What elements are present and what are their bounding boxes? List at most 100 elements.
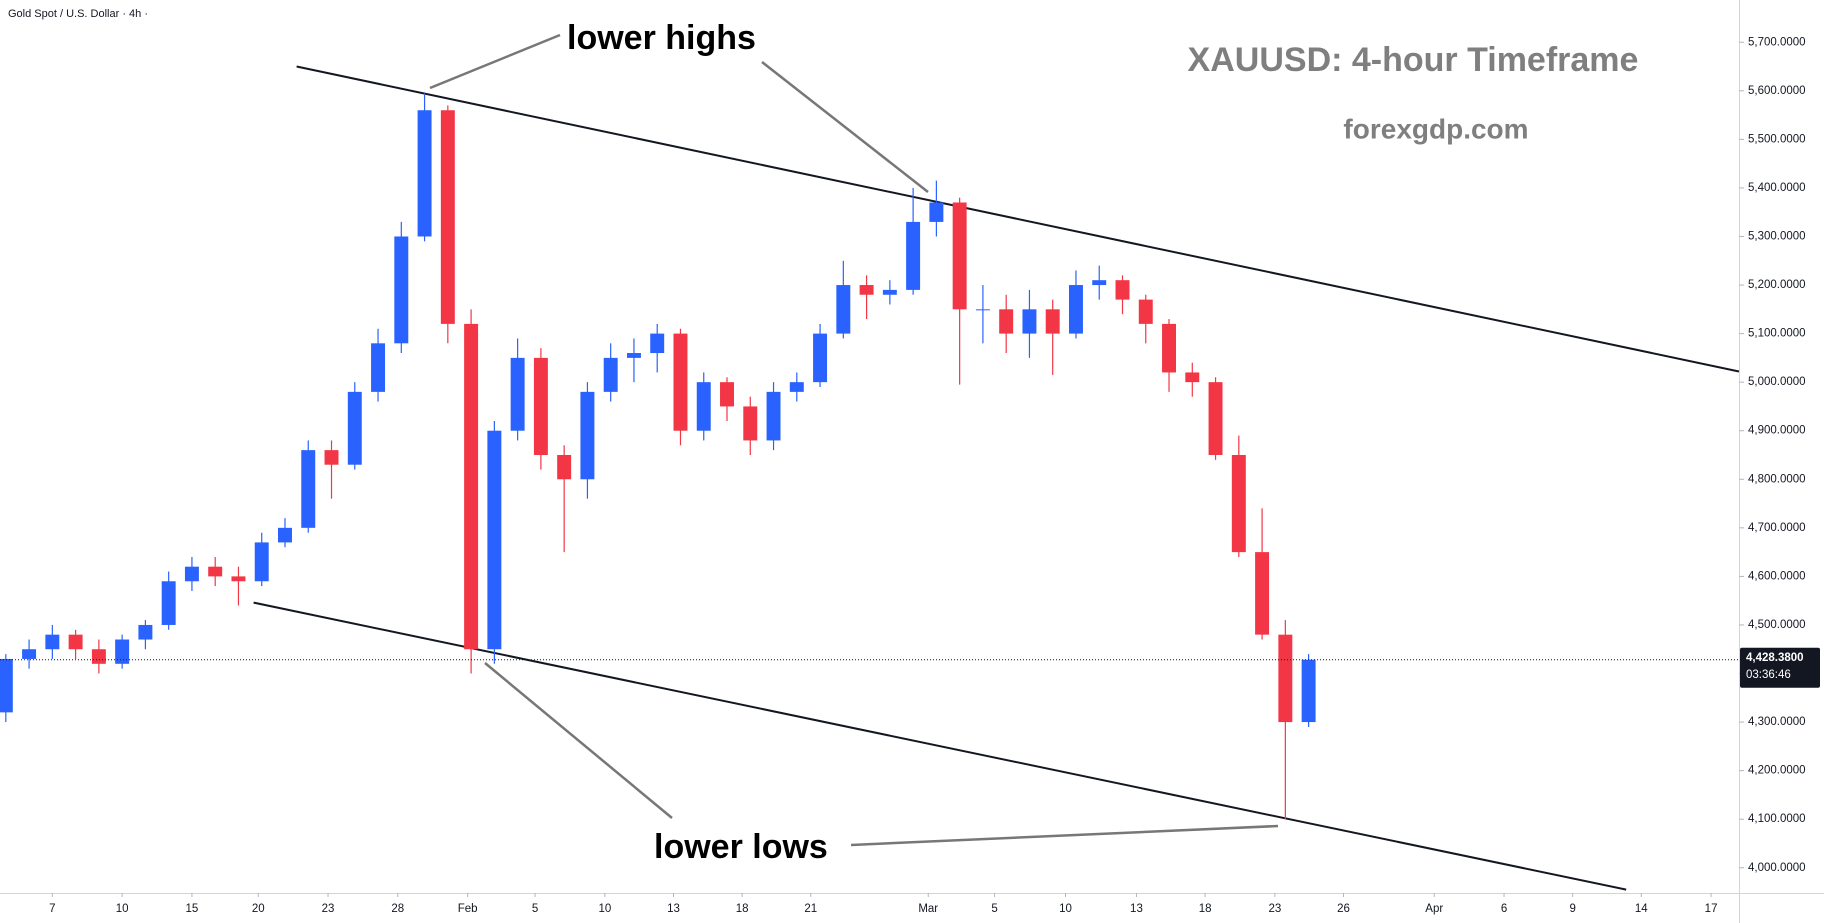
candle-body (743, 406, 758, 441)
y-tick-label: 4,600.0000 (1748, 570, 1806, 582)
x-tick-label: 5 (991, 903, 997, 915)
y-tick-label: 4,700.0000 (1748, 522, 1806, 534)
candle-body (115, 639, 130, 664)
connector (761, 61, 929, 193)
trendline (296, 65, 1740, 373)
connector (429, 33, 561, 90)
candle-body (999, 309, 1014, 334)
x-tick-label: 20 (252, 903, 265, 915)
candle-body (766, 391, 781, 441)
x-tick-label: 6 (1501, 903, 1507, 915)
x-tick-label: 14 (1635, 903, 1648, 915)
candle-body (696, 382, 711, 431)
x-tick-label: 18 (736, 903, 749, 915)
candle-body (161, 581, 176, 625)
candle-body (650, 333, 665, 354)
last-price-box (1740, 647, 1820, 688)
candle-body (1115, 280, 1130, 300)
countdown-label: 03:36:46 (1746, 669, 1791, 681)
candle-body (1138, 299, 1153, 324)
candle-body (184, 566, 199, 582)
candle-body (1208, 382, 1223, 455)
y-tick-label: 5,000.0000 (1748, 376, 1806, 388)
candle-body (487, 430, 502, 650)
candle-body (929, 202, 944, 222)
candle-body (347, 391, 362, 465)
x-tick-label: 26 (1337, 903, 1350, 915)
candle-body (91, 649, 106, 664)
y-tick-label: 4,000.0000 (1748, 862, 1806, 874)
candle-body (952, 202, 967, 310)
candle-body (859, 285, 874, 295)
candle-body (789, 382, 804, 392)
candle-body (464, 323, 479, 650)
candle-body (394, 236, 409, 344)
candle-body (1255, 552, 1270, 635)
y-tick-label: 5,100.0000 (1748, 328, 1806, 340)
trendline (253, 601, 1627, 891)
candle-body (22, 649, 37, 659)
y-tick-label: 5,700.0000 (1748, 36, 1806, 48)
chart-title: XAUUSD: 4-hour Timeframe (1188, 41, 1639, 79)
x-tick-label: 7 (49, 903, 55, 915)
candle-body (208, 566, 223, 577)
x-tick-label: Feb (458, 903, 478, 915)
x-tick-label: 13 (667, 903, 680, 915)
connector (484, 662, 673, 819)
x-tick-label: 13 (1130, 903, 1143, 915)
candle-body (1301, 659, 1316, 723)
y-tick-label: 5,600.0000 (1748, 85, 1806, 97)
y-tick-label: 4,100.0000 (1748, 813, 1806, 825)
candle-body (533, 357, 548, 455)
x-tick-label: 10 (1059, 903, 1072, 915)
x-tick-label: Mar (918, 903, 938, 915)
y-tick-label: 5,500.0000 (1748, 133, 1806, 145)
candle-body (975, 309, 990, 311)
candle-body (324, 450, 339, 465)
candle-body (0, 658, 13, 713)
candle-body (836, 285, 851, 334)
annotation: lower lows (654, 828, 828, 866)
y-tick-label: 5,200.0000 (1748, 279, 1806, 291)
y-tick-label: 4,200.0000 (1748, 765, 1806, 777)
candle-body (557, 454, 572, 480)
y-tick-label: 4,500.0000 (1748, 619, 1806, 631)
candle-body (882, 289, 897, 295)
candle-body (301, 450, 316, 528)
x-tick-label: 28 (391, 903, 404, 915)
candle-body (626, 353, 641, 358)
candle-body (1092, 280, 1107, 286)
annotation-connectors (429, 33, 1279, 847)
x-tick-label: 18 (1199, 903, 1212, 915)
last-price-label: 4,428.3800 (1746, 652, 1804, 664)
candle-body (1068, 285, 1083, 334)
x-tick-label: 15 (186, 903, 199, 915)
x-tick-label: 9 (1569, 903, 1575, 915)
candle-body (1231, 454, 1246, 553)
connector (850, 824, 1279, 847)
y-tick-label: 4,800.0000 (1748, 473, 1806, 485)
chart-subtitle: forexgdp.com (1343, 113, 1528, 144)
candle-body (278, 527, 292, 543)
annotation: lower highs (567, 19, 756, 57)
candle-body (1162, 323, 1177, 373)
x-tick-label: Apr (1425, 903, 1443, 915)
candle-body (510, 357, 525, 431)
x-tick-label: 17 (1705, 903, 1718, 915)
candle-body (371, 343, 386, 392)
candle-body (254, 542, 269, 582)
candle-body (673, 333, 688, 431)
y-tick-label: 5,300.0000 (1748, 231, 1806, 243)
candle-body (813, 333, 828, 383)
candle-body (138, 624, 153, 640)
candle-body (1022, 309, 1037, 334)
candle-body (45, 634, 60, 650)
candle-body (1045, 309, 1060, 334)
x-tick-label: 23 (1268, 903, 1281, 915)
y-tick-label: 4,900.0000 (1748, 425, 1806, 437)
x-tick-label: 21 (804, 903, 817, 915)
candle-body (1185, 372, 1200, 383)
candle-body (580, 391, 595, 480)
